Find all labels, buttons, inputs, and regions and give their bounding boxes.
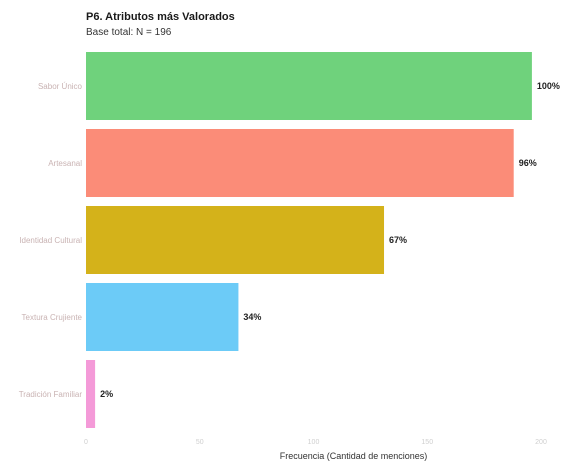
x-tick-label-2: 100 [308, 439, 320, 446]
x-tick-label-4: 200 [535, 439, 547, 446]
data-label-4: 2% [100, 389, 113, 399]
category-label-1: Artesanal [48, 159, 82, 168]
bar-2 [86, 206, 385, 274]
data-label-3: 34% [243, 312, 261, 322]
data-label-2: 67% [389, 235, 407, 245]
x-tick-label-1: 50 [196, 439, 204, 446]
bar-3 [86, 283, 239, 351]
chart-title: P6. Atributos más Valorados [86, 11, 235, 23]
bar-1 [86, 129, 514, 197]
category-label-4: Tradición Familiar [19, 390, 83, 399]
bar-0 [86, 52, 532, 120]
bar-4 [86, 360, 96, 428]
data-label-1: 96% [519, 158, 537, 168]
chart-subtitle: Base total: N = 196 [86, 27, 172, 38]
category-label-3: Textura Crujiente [22, 313, 83, 322]
category-label-2: Identidad Cultural [19, 236, 82, 245]
x-tick-label-0: 0 [84, 439, 88, 446]
x-axis-title: Frecuencia (Cantidad de menciones) [280, 451, 428, 461]
category-label-0: Sabor Único [38, 82, 83, 91]
x-tick-label-3: 150 [421, 439, 433, 446]
data-label-0: 100% [537, 81, 560, 91]
